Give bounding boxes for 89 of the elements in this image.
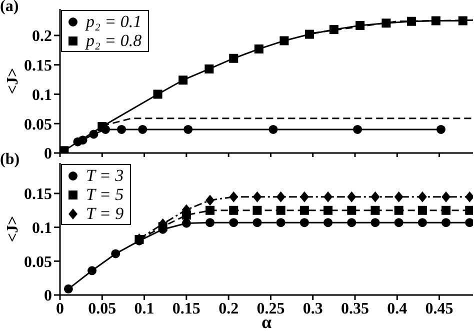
point [280, 36, 289, 46]
point [442, 191, 451, 202]
point [347, 218, 356, 228]
point [356, 20, 365, 30]
x-tick-label: 0.1 [134, 300, 154, 318]
point [458, 16, 468, 26]
x-tick-label: 0.35 [341, 300, 369, 318]
point [324, 218, 333, 228]
point [394, 218, 404, 228]
y-tick-label: 0.15 [24, 186, 52, 204]
point [300, 218, 309, 228]
point [229, 54, 238, 63]
point [254, 44, 264, 54]
y-axis-title: <J> [4, 68, 22, 94]
point [111, 249, 120, 258]
point [329, 25, 338, 34]
x-tick-label: 0.25 [256, 300, 285, 318]
point [300, 206, 309, 215]
point [206, 218, 215, 228]
point [268, 124, 278, 134]
point [276, 206, 286, 215]
x-tick-label: 0 [56, 300, 64, 318]
point [300, 191, 309, 202]
point [229, 206, 238, 215]
point [394, 191, 404, 202]
point [204, 64, 214, 74]
point [206, 194, 215, 206]
legend-label: T = 3 [86, 166, 124, 185]
y-tick-label: 0.1 [32, 220, 52, 237]
point [347, 206, 356, 215]
legend-label: T = 5 [86, 185, 124, 204]
point [252, 218, 262, 228]
point [370, 191, 380, 202]
point [98, 122, 107, 132]
y-tick-label: 0.05 [24, 254, 52, 271]
point [88, 266, 97, 276]
point [229, 218, 238, 228]
point [353, 124, 362, 134]
point [465, 206, 473, 215]
x-tick-label: 0.4 [387, 300, 408, 318]
point [347, 191, 356, 202]
y-tick-label: 0 [44, 288, 52, 305]
point [182, 218, 191, 228]
point [229, 191, 238, 202]
point [153, 90, 162, 99]
y-tick-label: 0.05 [24, 116, 52, 134]
point [178, 76, 188, 85]
x-tick-label: 0.2 [218, 300, 239, 318]
legend-label: p₂ = 0.8 [86, 31, 142, 50]
point [184, 124, 193, 134]
point [276, 218, 286, 228]
point [442, 218, 451, 228]
point [418, 206, 427, 215]
point [304, 30, 314, 39]
point [276, 191, 286, 202]
point [465, 218, 473, 228]
y-tick-label: 0.2 [32, 28, 52, 46]
point [370, 206, 380, 215]
text: (a) [0, 0, 19, 16]
point [206, 206, 215, 215]
y-axis-title: <J> [4, 216, 22, 242]
point [406, 16, 416, 26]
x-tick-label: 0.15 [172, 300, 200, 318]
point [324, 206, 333, 215]
point [89, 130, 98, 139]
point [252, 191, 262, 202]
point [117, 124, 126, 134]
point [418, 218, 427, 228]
y-tick-label: 0.1 [32, 86, 52, 104]
y-tick-label: 0 [44, 146, 52, 163]
x-tick-label: 0.3 [302, 300, 323, 318]
point [418, 191, 427, 202]
point [252, 206, 262, 215]
point [138, 124, 148, 134]
point [436, 124, 446, 134]
point [394, 206, 404, 215]
legend-label: p₂ = 0.1 [86, 12, 142, 31]
y-tick-label: 0.15 [24, 58, 52, 75]
x-tick-label: 0.45 [425, 300, 454, 318]
point [78, 136, 88, 145]
x-tick-label: 0.05 [88, 300, 116, 318]
point [442, 206, 451, 215]
point [324, 191, 333, 202]
point [64, 284, 73, 294]
text: (b) [0, 151, 20, 169]
legend-label: T = 9 [86, 204, 124, 223]
point [431, 16, 440, 26]
point [370, 218, 380, 228]
point [382, 18, 391, 28]
